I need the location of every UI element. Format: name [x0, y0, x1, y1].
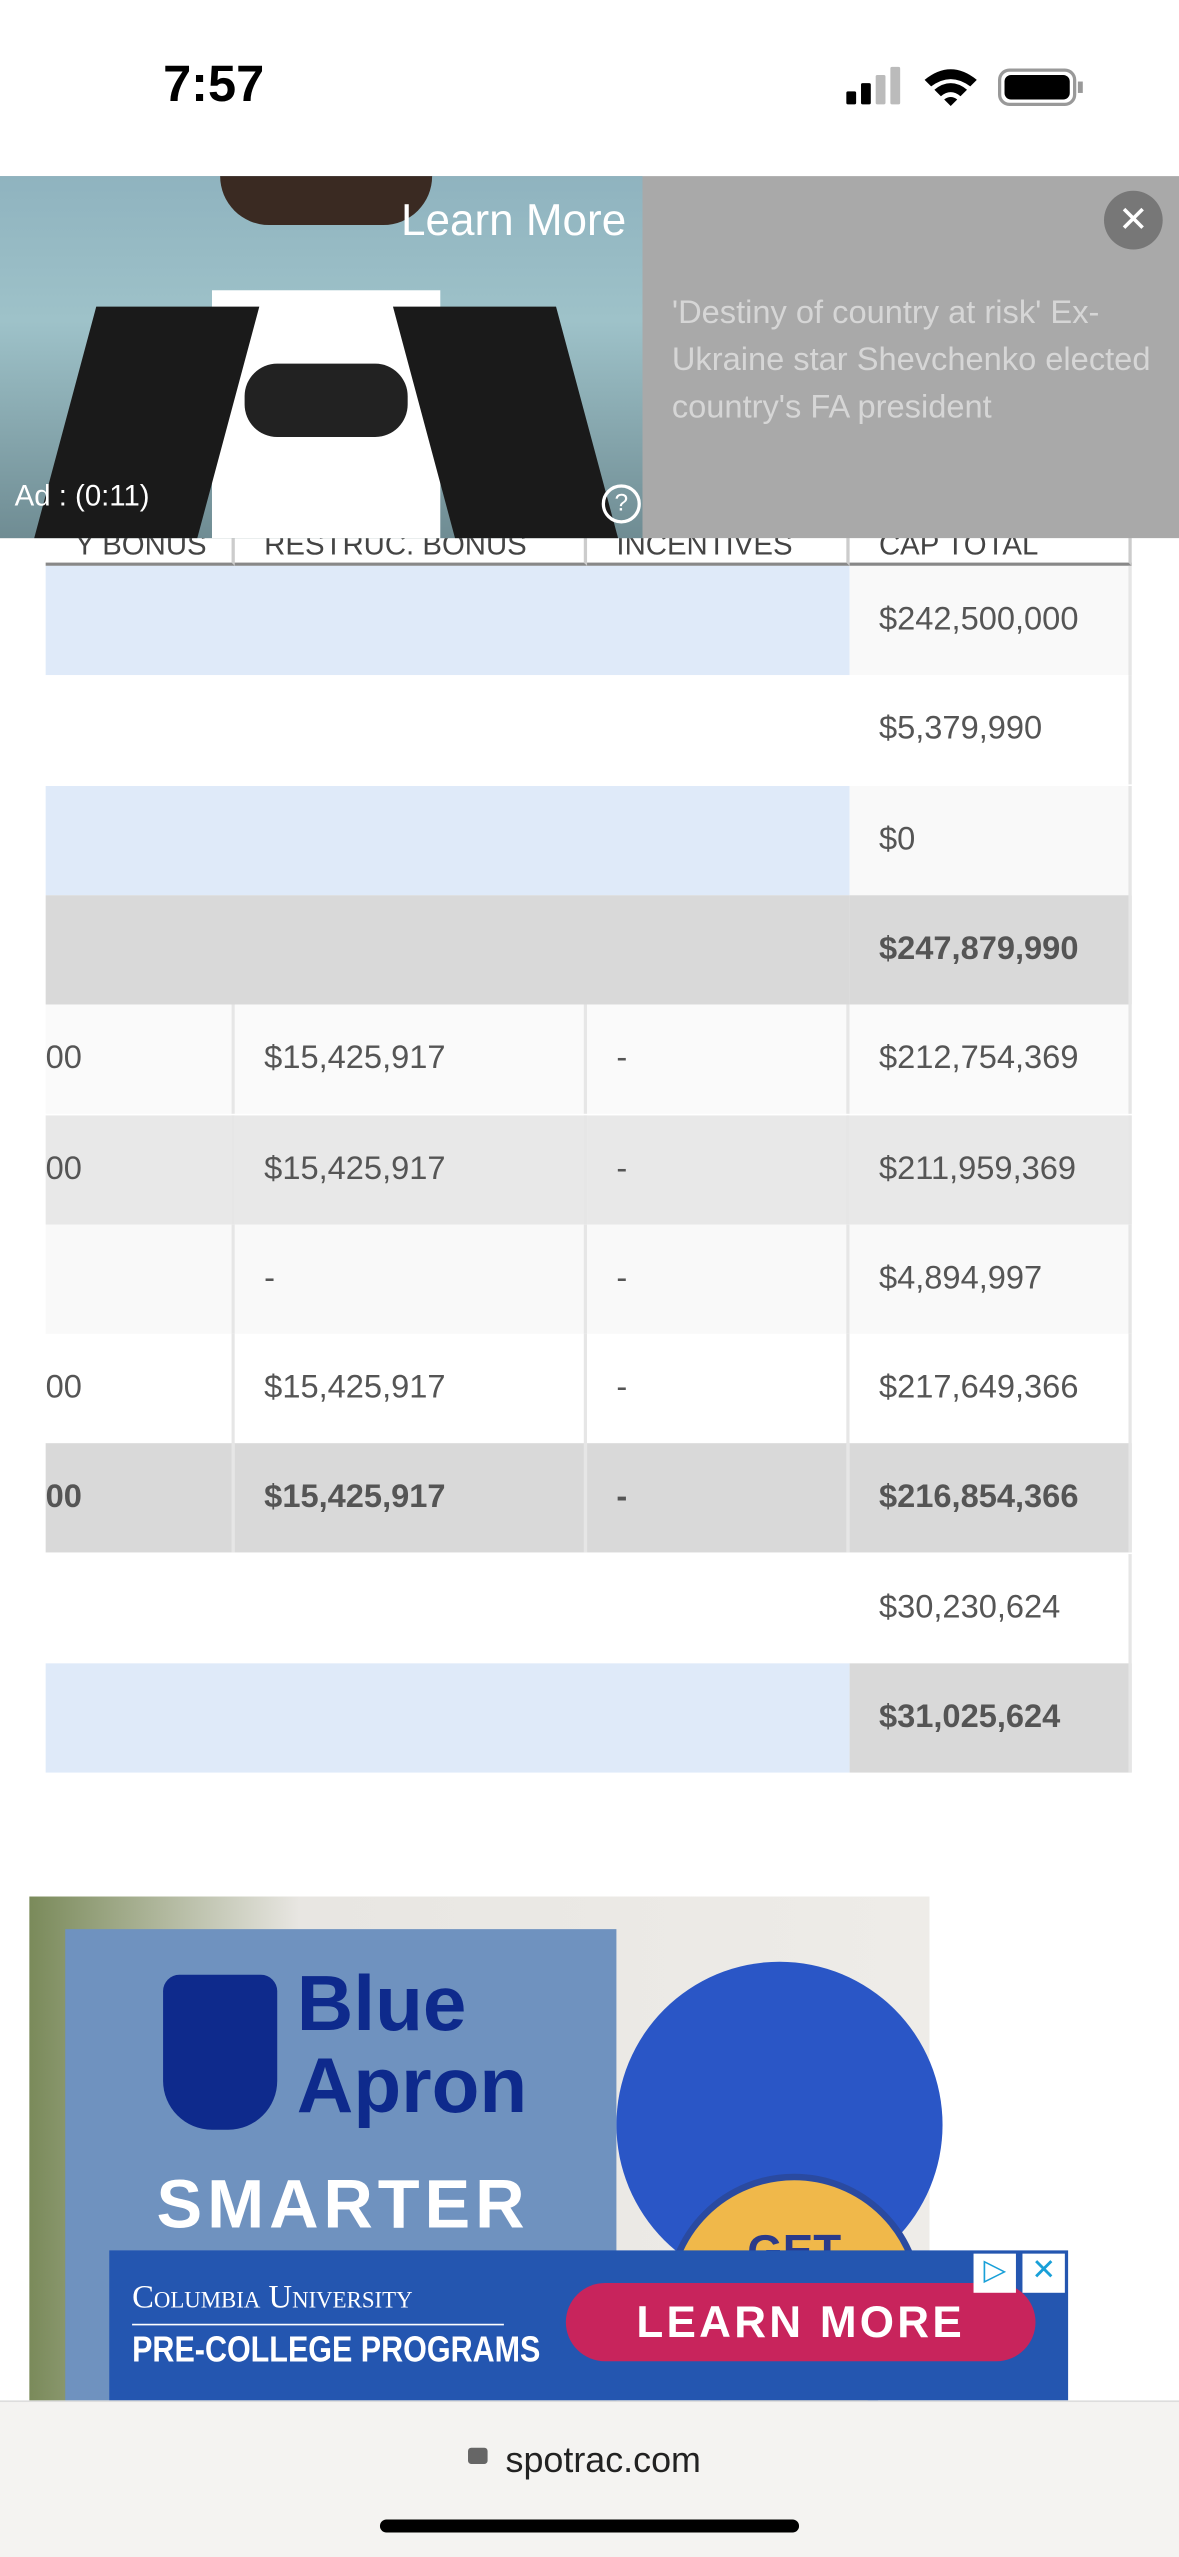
- row-fill: [45, 895, 850, 1005]
- table-cell: $30,230,624: [849, 1553, 1132, 1663]
- status-icons: [846, 66, 1083, 106]
- table-cell: -: [587, 1004, 850, 1115]
- video-frame: Learn More Ad : (0:11) ?: [0, 176, 643, 539]
- brand-line: Apron: [296, 2043, 528, 2130]
- learn-more-button[interactable]: LEARN MORE: [565, 2282, 1036, 2362]
- row-fill: [45, 1663, 850, 1773]
- tagline: SMARTER: [156, 2165, 530, 2243]
- row-fill: [45, 565, 850, 676]
- banner-ad[interactable]: Columbia University PRE-COLLEGE PROGRAMS…: [109, 2250, 1069, 2401]
- browser-bar: spotrac.com: [0, 2400, 1179, 2557]
- table-cell: $4,894,997: [849, 1224, 1132, 1334]
- table-cell: $15,425,917: [234, 1443, 588, 1554]
- row-fill: [45, 1553, 850, 1663]
- row-fill: [45, 675, 850, 785]
- table-cell: 00: [45, 1334, 235, 1444]
- table-cell: $242,500,000: [849, 565, 1132, 676]
- table-cell: [45, 1224, 235, 1334]
- brand: Blue Apron: [296, 1961, 528, 2130]
- row-fill: [45, 785, 850, 895]
- ad-timer: Ad : (0:11): [14, 479, 150, 513]
- table-cell: $216,854,366: [849, 1443, 1132, 1554]
- table-cell: $15,425,917: [234, 1114, 588, 1224]
- status-time: 7:57: [163, 55, 265, 113]
- help-button[interactable]: ?: [601, 484, 641, 524]
- learn-more[interactable]: Learn More: [401, 195, 627, 245]
- table-cell: $15,425,917: [234, 1334, 588, 1444]
- contract-table: Y BONUS RESTRUC. BONUS INCENTIVES CAP TOTAL…: [45, 505, 1132, 1773]
- home-indicator: [379, 2519, 800, 2533]
- school: Columbia University: [132, 2279, 413, 2316]
- table-cell: $31,025,624: [849, 1663, 1132, 1773]
- table-cell: -: [587, 1114, 850, 1224]
- apron-icon: [163, 1974, 278, 2130]
- lock-icon: [468, 2447, 488, 2465]
- close-button[interactable]: ✕: [1103, 190, 1163, 250]
- close-ad[interactable]: ✕: [1022, 2253, 1065, 2293]
- program: PRE-COLLEGE PROGRAMS: [132, 2328, 541, 2370]
- table-cell: -: [587, 1224, 850, 1334]
- bow-tie: [244, 363, 408, 438]
- table-cell: $212,754,369: [849, 1004, 1132, 1115]
- table-cell: -: [587, 1443, 850, 1554]
- table-cell: $5,379,990: [849, 675, 1132, 785]
- table-cell: $15,425,917: [234, 1004, 588, 1115]
- table-cell: 00: [45, 1443, 235, 1554]
- table-cell: -: [587, 1334, 850, 1444]
- video-ad: Learn More Ad : (0:11) ? ✕ 'Destiny of c…: [0, 176, 1179, 539]
- adchoices[interactable]: ▷: [973, 2253, 1016, 2293]
- table-cell: $0: [849, 785, 1132, 895]
- url[interactable]: spotrac.com: [505, 2439, 701, 2481]
- table-cell: $217,649,366: [849, 1334, 1132, 1444]
- table-cell: 00: [45, 1114, 235, 1224]
- brand-line: Blue: [296, 1961, 467, 2049]
- table-cell: 00: [45, 1004, 235, 1115]
- table-cell: $211,959,369: [849, 1114, 1132, 1224]
- table-cell: $247,879,990: [849, 895, 1132, 1005]
- headline[interactable]: 'Destiny of country at risk' Ex-Ukraine …: [671, 295, 1151, 426]
- table-cell: -: [234, 1224, 588, 1334]
- beard: [220, 176, 433, 226]
